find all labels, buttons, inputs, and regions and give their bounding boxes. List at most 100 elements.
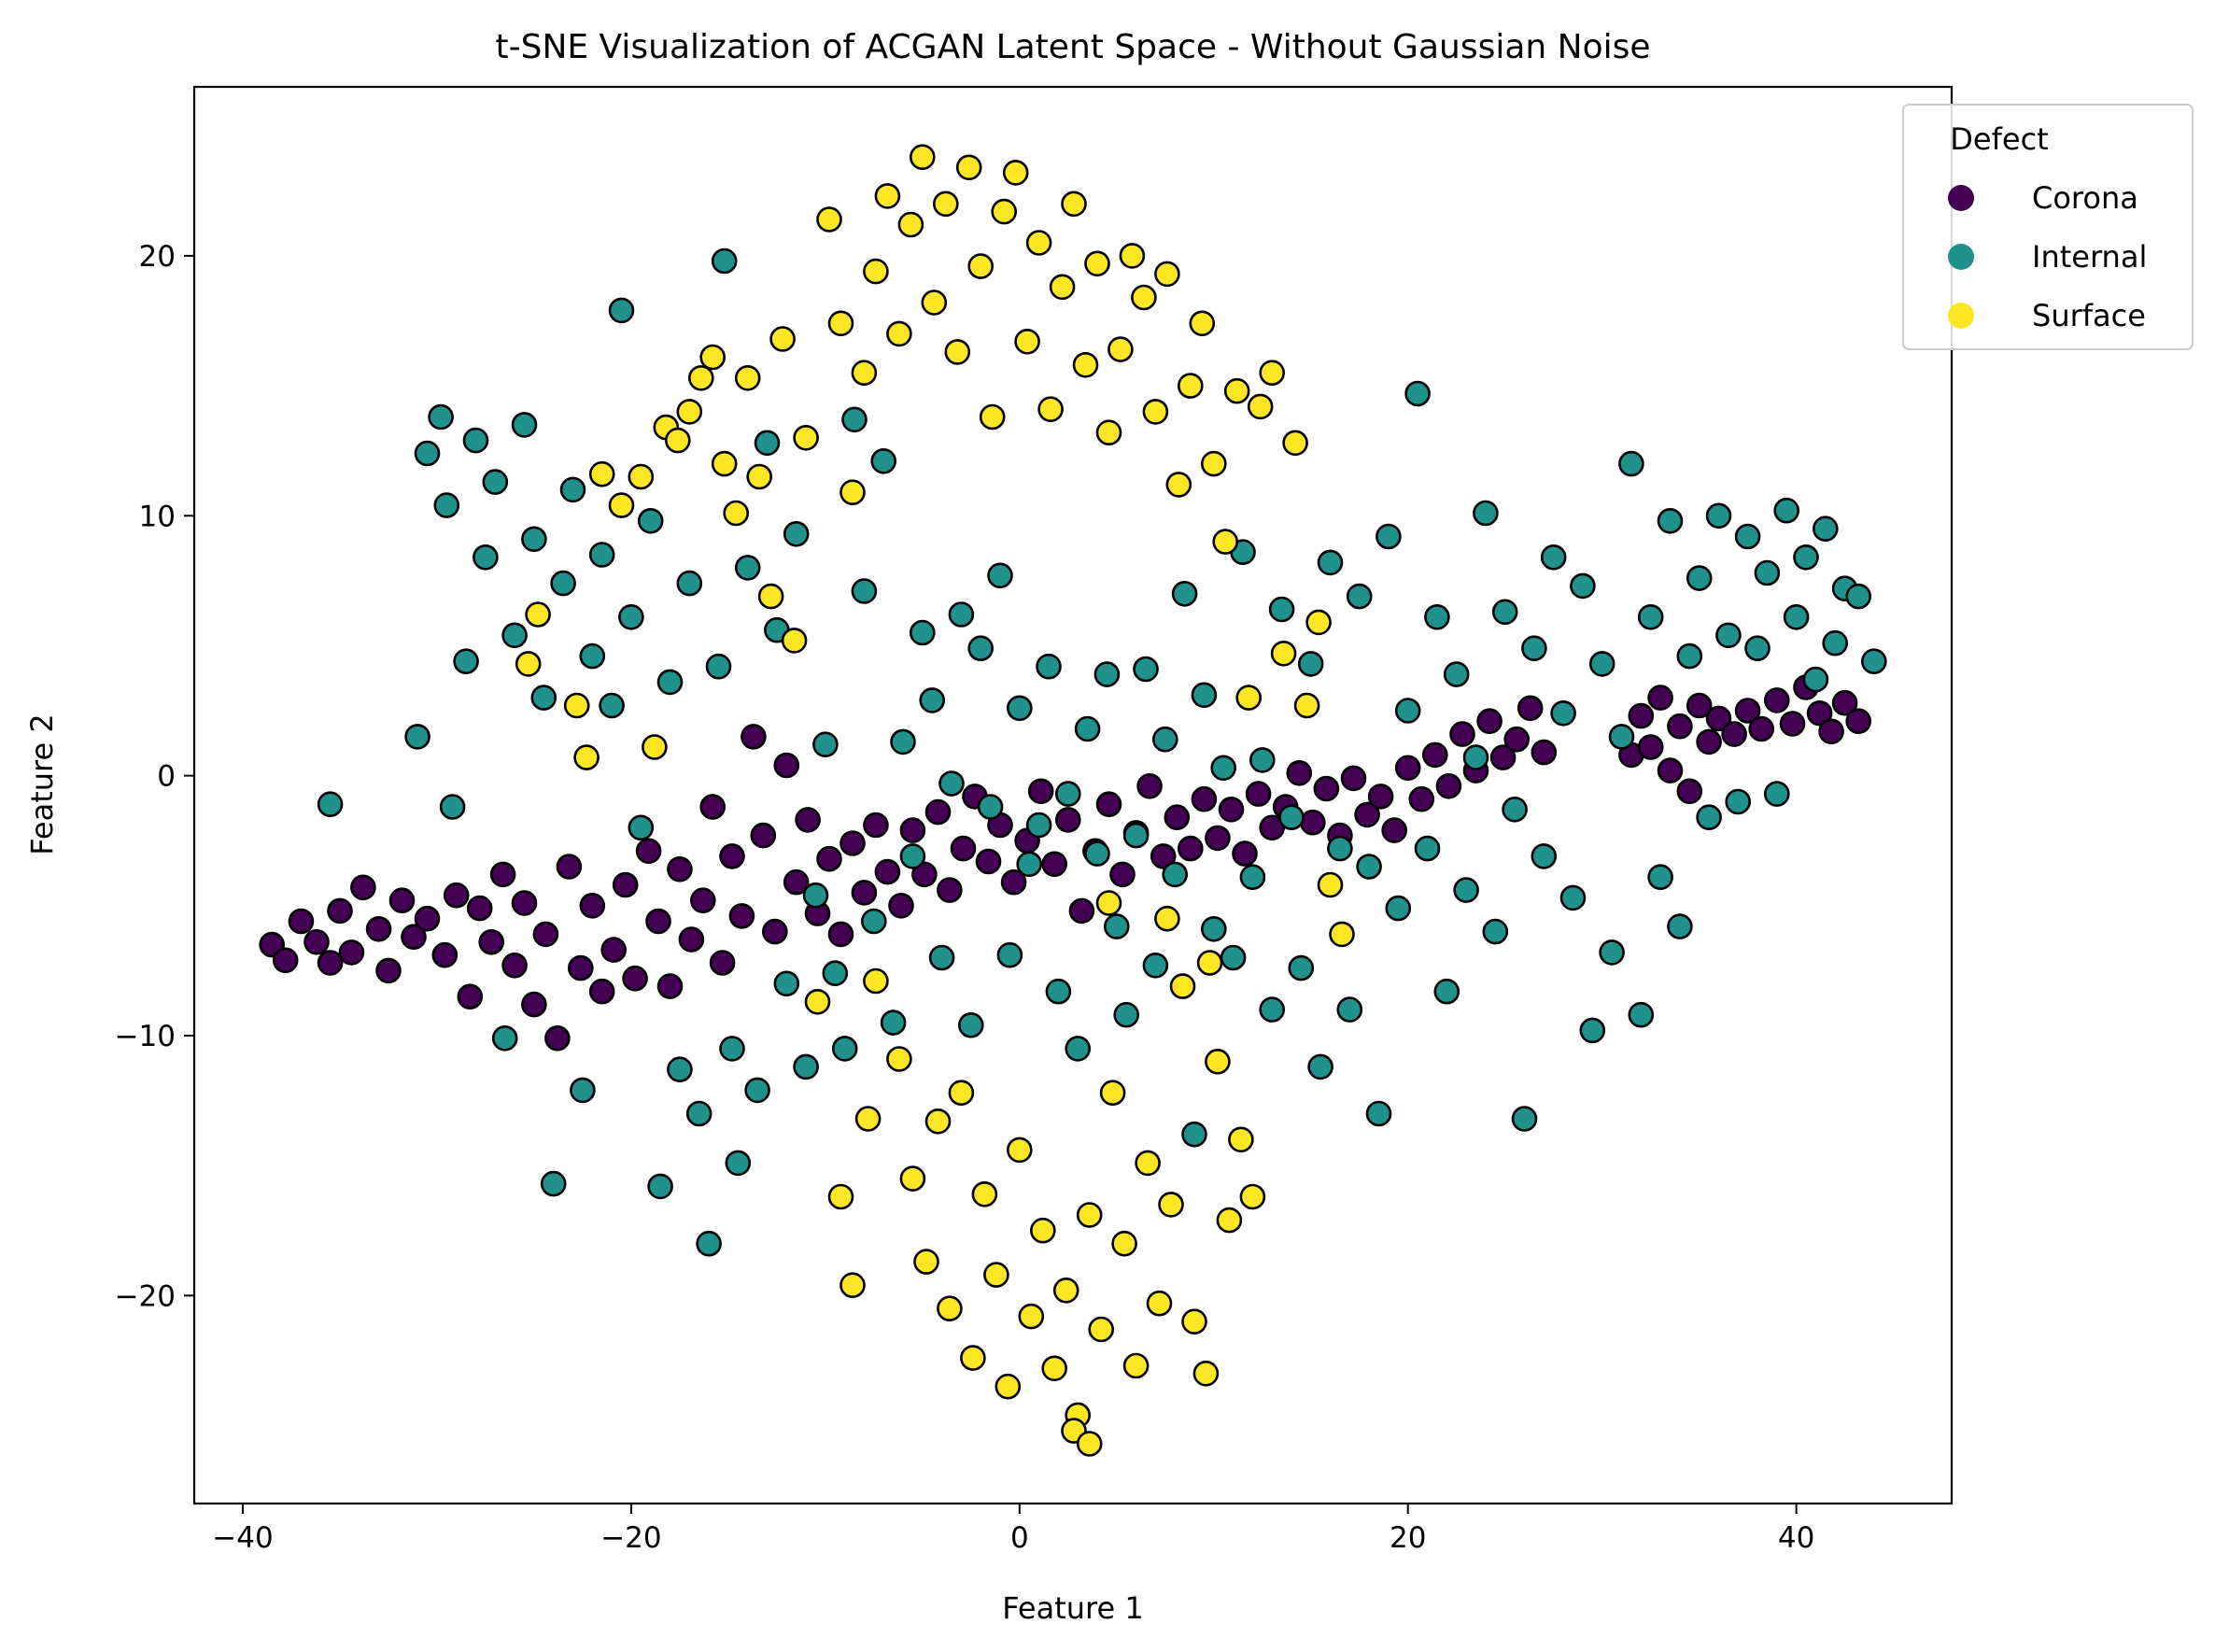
point-corona-22 [532,921,559,948]
point-internal-7 [462,427,489,454]
point-internal-24 [628,814,655,841]
point-corona-50 [839,830,866,856]
point-internal-131 [1657,507,1684,534]
point-surface-32 [932,191,959,218]
point-surface-7 [642,734,668,760]
point-internal-121 [1559,884,1587,911]
point-internal-57 [938,770,965,797]
point-internal-92 [1278,804,1305,831]
point-internal-138 [1725,788,1751,815]
point-corona-11 [401,924,427,951]
point-corona-107 [1657,757,1684,784]
point-surface-61 [1270,640,1297,667]
point-internal-89 [1249,747,1276,773]
point-surface-87 [1111,1230,1137,1257]
point-internal-69 [1055,781,1081,807]
point-corona-40 [728,903,755,929]
point-corona-63 [1000,868,1027,896]
point-internal-42 [793,1053,819,1080]
point-internal-136 [1705,502,1732,529]
point-corona-34 [667,855,693,882]
point-internal-100 [1356,854,1382,880]
point-corona-14 [443,882,470,909]
point-surface-17 [757,583,784,610]
point-corona-120 [1818,718,1844,745]
point-corona-27 [588,978,615,1005]
point-internal-72 [1084,840,1110,867]
x-axis: −40 −20 0 20 40 [212,1504,1814,1555]
point-internal-9 [482,469,509,495]
point-internal-84 [1201,915,1227,942]
point-corona-29 [612,871,639,898]
point-corona-12 [414,905,441,932]
point-corona-24 [556,854,583,880]
point-corona-39 [719,843,745,869]
point-corona-99 [1489,744,1517,770]
point-surface-21 [804,989,831,1015]
point-internal-46 [831,1036,858,1062]
y-tick-label: 20 [139,240,176,274]
point-internal-109 [1443,661,1470,687]
point-internal-58 [948,601,975,628]
point-surface-15 [734,364,761,391]
point-surface-44 [1072,351,1099,378]
point-surface-100 [827,1183,854,1210]
point-internal-145 [1793,544,1819,571]
y-tick-label: −20 [115,1279,176,1313]
point-corona-105 [1637,734,1664,760]
point-internal-33 [711,247,738,275]
point-internal-55 [919,687,946,713]
point-internal-8 [473,544,499,571]
chart-title: t-SNE Visualization of ACGAN Latent Spac… [495,28,1650,66]
point-internal-65 [1016,851,1042,878]
point-internal-139 [1734,523,1761,550]
point-corona-85 [1300,809,1326,836]
point-surface-85 [1088,1316,1114,1343]
point-internal-80 [1162,861,1188,888]
point-surface-101 [854,1106,882,1132]
point-surface-30 [909,144,936,170]
point-corona-67 [1055,807,1081,833]
point-surface-4 [588,460,615,487]
point-surface-34 [955,154,982,181]
point-surface-76 [983,1262,1009,1288]
point-corona-86 [1313,775,1340,802]
legend-label-corona: Corona [2032,180,2138,216]
point-internal-77 [1133,656,1159,683]
legend-label-internal: Internal [2032,239,2147,275]
point-internal-120 [1550,699,1576,727]
point-corona-16 [466,895,493,922]
point-corona-110 [1686,692,1713,719]
point-internal-63 [996,941,1023,968]
point-internal-25 [637,507,664,534]
point-corona-1 [272,947,299,974]
point-internal-123 [1579,1017,1606,1044]
point-corona-7 [350,874,376,901]
point-internal-104 [1394,698,1421,724]
point-internal-130 [1647,864,1673,891]
point-internal-13 [521,526,547,553]
point-corona-66 [1041,851,1067,878]
y-tick-label: 10 [139,500,176,533]
point-internal-115 [1502,796,1528,823]
point-corona-109 [1676,778,1703,805]
y-axis: −20 −10 0 10 20 [115,240,194,1313]
point-surface-36 [979,403,1006,431]
point-internal-147 [1813,515,1839,543]
legend-marker-surface [1948,303,1974,329]
point-surface-38 [1002,160,1029,186]
point-internal-98 [1336,996,1363,1023]
x-axis-label: Feature 1 [1002,1590,1143,1626]
point-corona-92 [1394,755,1421,782]
point-corona-54 [888,892,914,919]
point-surface-88 [1122,1352,1150,1379]
point-internal-116 [1511,1106,1538,1132]
point-internal-59 [958,1012,984,1038]
point-internal-29 [676,570,703,597]
legend-box [1902,104,2194,350]
point-internal-132 [1667,913,1693,939]
point-surface-95 [1205,1049,1231,1075]
point-surface-35 [967,253,994,279]
point-corona-3 [303,928,330,955]
point-corona-76 [1178,835,1204,862]
